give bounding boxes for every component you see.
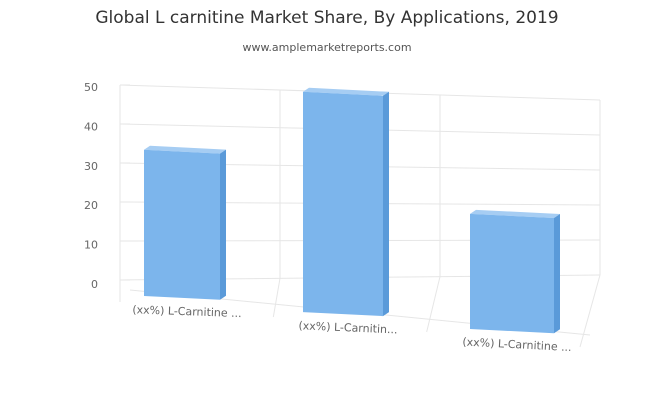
- y-tick-label: 10: [84, 239, 98, 252]
- x-tick-label: (xx%) L-Carnitin...: [298, 319, 398, 336]
- chart-title: Global L carnitine Market Share, By Appl…: [95, 8, 558, 28]
- bar-top: [144, 145, 226, 154]
- y-tick-label: 30: [84, 160, 98, 173]
- y-tick-label: 50: [84, 81, 98, 94]
- bar: [144, 149, 220, 300]
- chart-subtitle: www.amplemarketreports.com: [242, 41, 411, 54]
- x-tick-label: (xx%) L-Carnitine ...: [462, 335, 572, 354]
- bar-top: [303, 87, 389, 96]
- y-tick-label: 40: [84, 120, 98, 133]
- bar-side: [220, 149, 226, 300]
- floor-divider: [272, 278, 281, 318]
- floor-divider: [426, 276, 441, 333]
- bar-side: [554, 214, 560, 334]
- floor-divider: [579, 274, 601, 348]
- y-tick-label: 20: [84, 199, 98, 212]
- bar: [303, 91, 383, 317]
- y-tick-label: 0: [91, 278, 98, 291]
- bar: [470, 213, 554, 334]
- bar-top: [470, 209, 560, 219]
- bar-side: [383, 91, 389, 317]
- x-tick-label: (xx%) L-Carnitine ...: [132, 303, 242, 320]
